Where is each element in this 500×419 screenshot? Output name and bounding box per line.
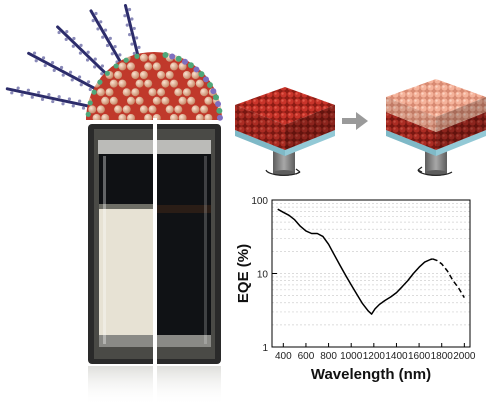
series-layer: [277, 208, 465, 315]
treated-nanocrystal-film-on-spinner-icon: [386, 79, 486, 176]
y-tick-label: 1: [262, 343, 268, 354]
x-axis-title: Wavelength (nm): [311, 366, 431, 383]
y-axis-title: EQE (%): [235, 244, 252, 303]
quantum-dot-with-ligands-icon: [5, 4, 223, 121]
right-arrow-icon: [342, 112, 368, 130]
x-axis-ticks: 400 600 800 1000 1200 1400 1600 1800 2000: [275, 343, 476, 362]
eqe-curve-extrapolated: [432, 258, 465, 298]
x-tick-label: 1200: [363, 351, 386, 362]
colloid-vial-phase-transfer-icon: [88, 118, 221, 406]
x-tick-label: 1800: [431, 351, 454, 362]
eqe-spectrum-chart: 400 600 800 1000 1200 1400 1600 1800 2000 1 10 100…: [235, 196, 476, 383]
chart-grid: [272, 203, 470, 326]
nanocrystal-film-on-spinner-icon: [235, 87, 335, 176]
x-tick-label: 800: [320, 351, 337, 362]
y-tick-label: 10: [257, 270, 269, 281]
x-tick-label: 600: [298, 351, 315, 362]
eqe-curve: [277, 208, 433, 315]
x-tick-label: 1400: [385, 351, 408, 362]
y-tick-label: 100: [251, 196, 268, 207]
x-tick-label: 1600: [408, 351, 431, 362]
y-axis-ticks: 1 10 100: [251, 196, 277, 354]
x-tick-label: 400: [275, 351, 292, 362]
x-tick-label: 1000: [340, 351, 363, 362]
x-tick-label: 2000: [453, 351, 476, 362]
